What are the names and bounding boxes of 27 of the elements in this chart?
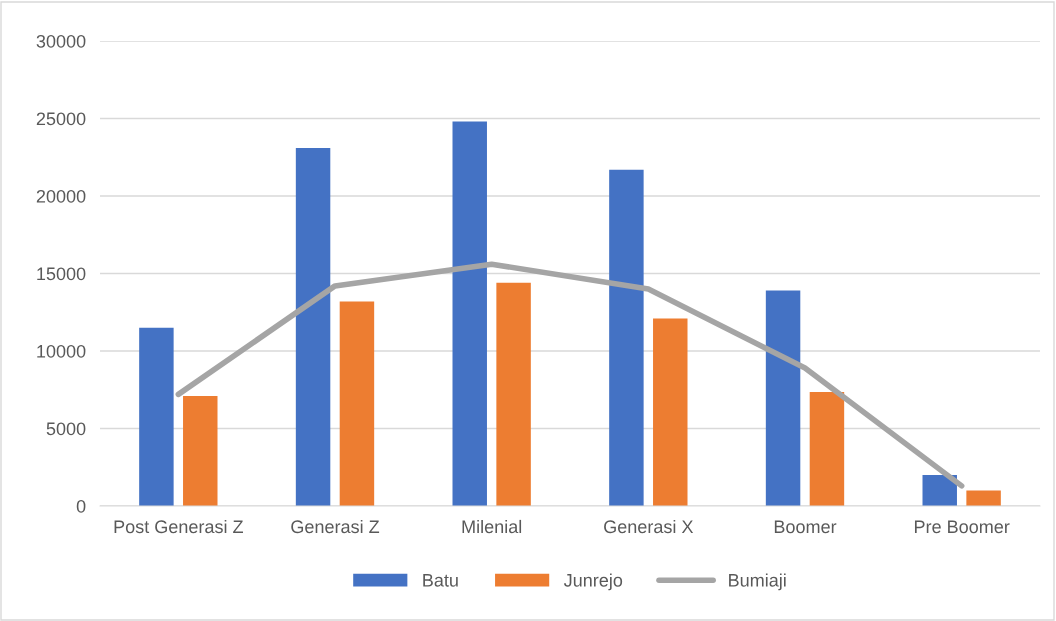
bar — [653, 318, 688, 506]
bar — [765, 290, 801, 506]
legend-label: Batu — [423, 574, 458, 587]
x-tick-label: Boomer — [774, 520, 837, 534]
bar — [966, 490, 1001, 506]
y-tick-label: 20000 — [36, 189, 86, 203]
x-tick-label: Pre Boomer — [914, 520, 1010, 534]
bar — [809, 392, 845, 506]
y-tick-label: 30000 — [36, 34, 86, 48]
bar — [295, 147, 331, 506]
x-tick-label: Post Generasi Z — [114, 519, 243, 534]
bar — [339, 301, 375, 506]
x-tick-label: Generasi X — [604, 519, 694, 534]
y-tick-label: 25000 — [36, 112, 86, 126]
bar — [183, 395, 218, 506]
bar — [609, 169, 644, 506]
legend-label: Junrejo — [563, 573, 623, 591]
bar — [496, 282, 531, 506]
y-tick-label: 15000 — [37, 267, 86, 281]
x-tick-label: Generasi Z — [291, 519, 380, 534]
bar — [452, 121, 487, 506]
bar — [139, 327, 174, 506]
y-tick-label: 10000 — [37, 344, 86, 358]
legend-label: Bumiaji — [729, 573, 786, 591]
y-tick-label: 5000 — [46, 422, 86, 436]
y-tick-label: 0 — [76, 499, 86, 513]
x-tick-label: Milenial — [462, 519, 522, 534]
